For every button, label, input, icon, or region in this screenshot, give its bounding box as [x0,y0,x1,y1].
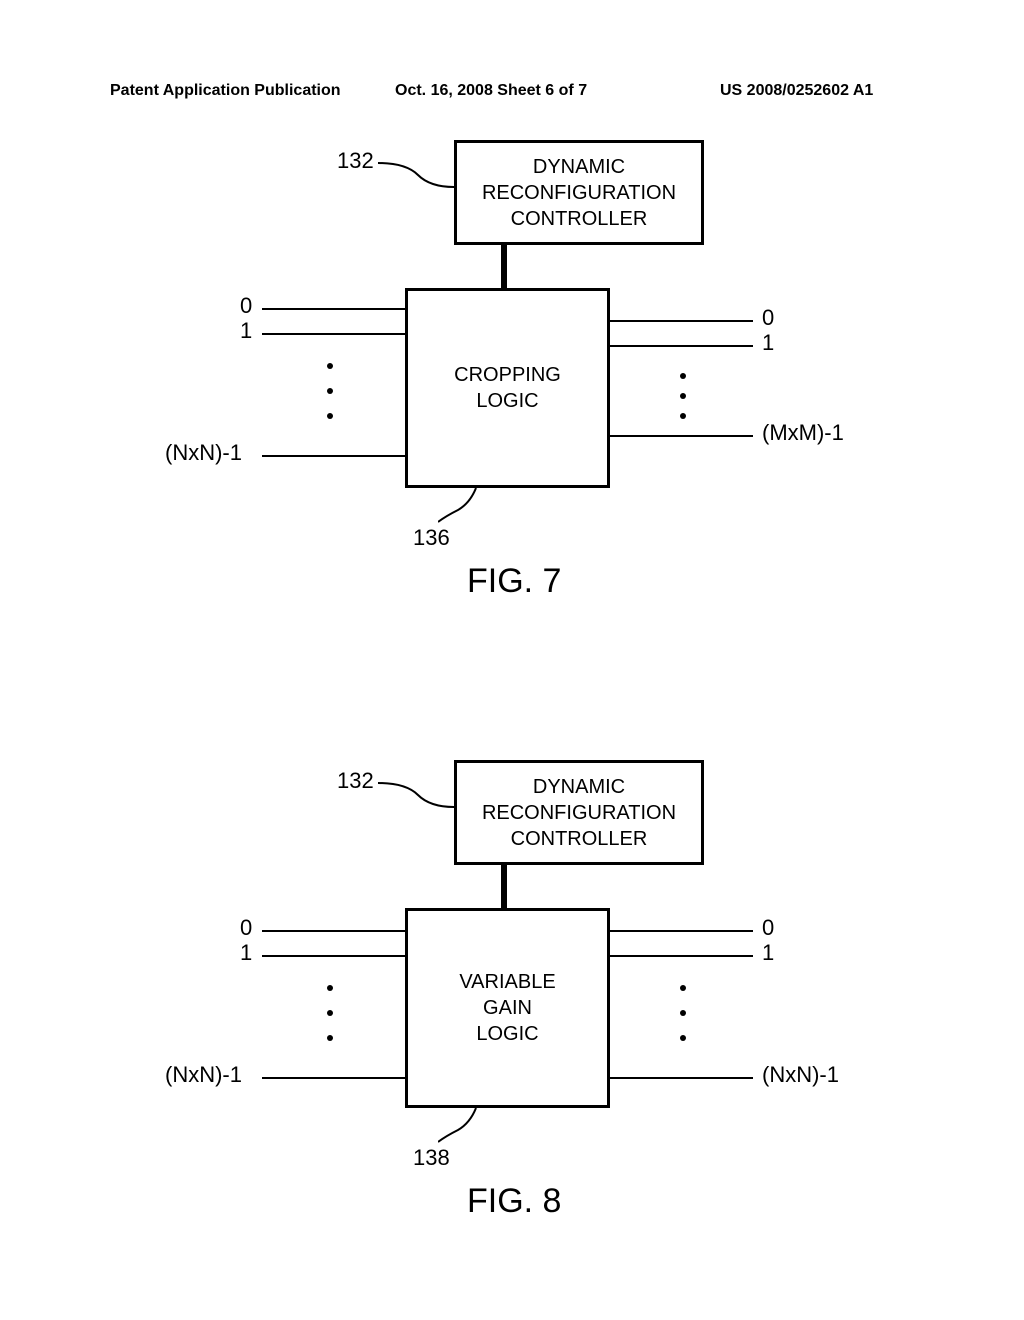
output-label-last-f8: (NxN)-1 [762,1062,839,1088]
output-label-0: 0 [762,305,774,331]
leader-132-fig8 [378,780,456,810]
input-label-0-f8: 0 [240,915,252,941]
connector-vertical [501,245,507,288]
output-label-1: 1 [762,330,774,356]
header-publication: Patent Application Publication [110,82,341,100]
output-line-0-f8 [610,930,753,932]
controller-box-8: DYNAMIC RECONFIGURATION CONTROLLER [454,760,704,865]
connector-vertical-8 [501,865,507,908]
header-date-sheet: Oct. 16, 2008 Sheet 6 of 7 [395,82,587,100]
output-label-1-f8: 1 [762,940,774,966]
variable-gain-logic-box: VARIABLE GAIN LOGIC [405,908,610,1108]
header-patent-number: US 2008/0252602 A1 [720,82,873,100]
input-line-1-f8 [262,955,405,957]
cropping-logic-text: CROPPING LOGIC [454,362,561,414]
figure-7-label: FIG. 7 [467,562,561,601]
output-line-1 [610,345,753,347]
output-label-last: (MxM)-1 [762,420,844,446]
output-line-1-f8 [610,955,753,957]
ref-132-fig8: 132 [337,768,374,794]
ref-138: 138 [413,1145,450,1171]
controller-text: DYNAMIC RECONFIGURATION CONTROLLER [482,154,676,232]
output-dot [680,413,686,419]
output-dot-f8 [680,1035,686,1041]
cropping-logic-box: CROPPING LOGIC [405,288,610,488]
figure-8-label: FIG. 8 [467,1182,561,1221]
input-line-0 [262,308,405,310]
output-label-0-f8: 0 [762,915,774,941]
input-label-1: 1 [240,318,252,344]
output-line-last [610,435,753,437]
variable-gain-text: VARIABLE GAIN LOGIC [459,969,555,1047]
input-dot [327,413,333,419]
output-dot-f8 [680,1010,686,1016]
leader-136 [438,488,478,523]
output-line-last-f8 [610,1077,753,1079]
controller-box: DYNAMIC RECONFIGURATION CONTROLLER [454,140,704,245]
ref-136: 136 [413,525,450,551]
leader-132 [378,160,456,190]
figure-8: DYNAMIC RECONFIGURATION CONTROLLER 132 V… [0,750,1024,1250]
input-label-last: (NxN)-1 [165,440,242,466]
input-line-last-f8 [262,1077,405,1079]
ref-132: 132 [337,148,374,174]
figure-7: DYNAMIC RECONFIGURATION CONTROLLER 132 C… [0,130,1024,610]
input-line-0-f8 [262,930,405,932]
input-label-last-f8: (NxN)-1 [165,1062,242,1088]
input-dot-f8 [327,985,333,991]
output-dot [680,373,686,379]
input-label-0: 0 [240,293,252,319]
input-line-1 [262,333,405,335]
input-dot-f8 [327,1010,333,1016]
input-dot [327,388,333,394]
output-dot-f8 [680,985,686,991]
input-dot-f8 [327,1035,333,1041]
controller-text-8: DYNAMIC RECONFIGURATION CONTROLLER [482,774,676,852]
output-line-0 [610,320,753,322]
leader-138 [438,1108,478,1143]
input-line-last [262,455,405,457]
output-dot [680,393,686,399]
input-label-1-f8: 1 [240,940,252,966]
input-dot [327,363,333,369]
